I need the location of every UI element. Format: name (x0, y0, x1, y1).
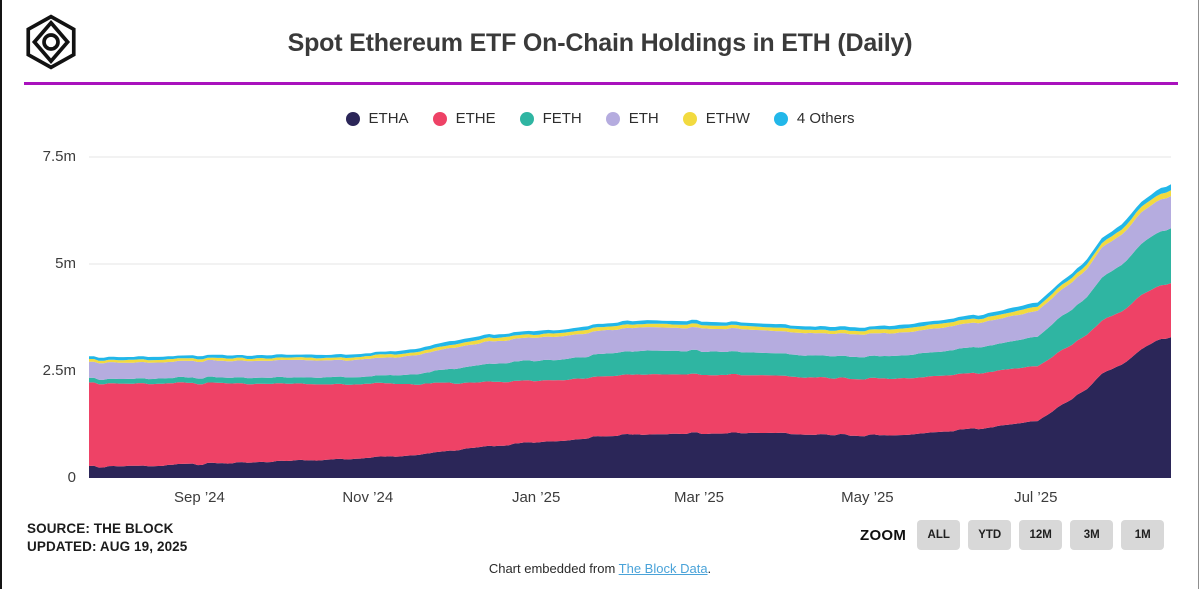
x-tick-label: Jul ’25 (1014, 489, 1058, 506)
y-tick-label: 5m (55, 255, 76, 272)
embed-link[interactable]: The Block Data (618, 561, 708, 576)
x-tick-label: Sep ’24 (173, 489, 225, 506)
updated-line: UPDATED: AUG 19, 2025 (27, 539, 188, 554)
y-tick-label: 0 (67, 469, 76, 486)
legend-item-eth[interactable]: ETH (605, 110, 659, 127)
embed-footer: Chart embedded from The Block Data. (2, 561, 1198, 576)
x-tick-label: Jan ’25 (511, 489, 561, 506)
chart-legend: ETHA ETHE FETH ETH ETHW 4 Others (2, 110, 1198, 127)
legend-swatch-icon (773, 111, 788, 126)
zoom-buttons: ALL YTD 12M 3M 1M (909, 520, 1165, 550)
legend-item-ethw[interactable]: ETHW (682, 110, 750, 127)
zoom-button-12m[interactable]: 12M (1019, 520, 1063, 550)
source-note: SOURCE: THE BLOCK UPDATED: AUG 19, 2025 (27, 520, 187, 556)
legend-item-etha[interactable]: ETHA (345, 110, 409, 127)
area-series-ethe[interactable] (89, 283, 1171, 468)
legend-item-feth[interactable]: FETH (519, 110, 582, 127)
legend-swatch-icon (682, 111, 697, 126)
zoom-button-1m[interactable]: 1M (1121, 520, 1165, 550)
area-series-etha[interactable] (89, 337, 1171, 478)
y-tick-label: 7.5m (42, 148, 76, 165)
legend-label: ETHA (368, 110, 409, 127)
legend-label: ETHW (705, 110, 750, 127)
chart-title: Spot Ethereum ETF On-Chain Holdings in E… (287, 29, 913, 57)
zoom-controls: ZOOM ALL YTD 12M 3M 1M (860, 520, 1165, 550)
zoom-label: ZOOM (860, 526, 907, 544)
zoom-button-all[interactable]: ALL (917, 520, 961, 550)
legend-swatch-icon (432, 111, 447, 126)
stacked-area-plot (89, 156, 1171, 478)
embed-prefix: Chart embedded from (488, 561, 619, 576)
area-series-eth[interactable] (89, 196, 1171, 380)
legend-label: 4 Others (796, 110, 855, 127)
zoom-button-3m[interactable]: 3M (1070, 520, 1114, 550)
header-divider (24, 82, 1178, 85)
legend-swatch-icon (345, 111, 360, 126)
y-tick-label: 2.5m (42, 362, 76, 379)
legend-swatch-icon (605, 111, 620, 126)
x-tick-label: Nov ’24 (342, 489, 394, 506)
legend-swatch-icon (519, 111, 534, 126)
the-block-logo-icon (26, 14, 76, 70)
source-line: SOURCE: THE BLOCK (27, 521, 174, 536)
legend-item-ethe[interactable]: ETHE (432, 110, 496, 127)
legend-label: ETH (628, 110, 659, 127)
x-tick-label: Mar ’25 (673, 489, 725, 506)
x-tick-label: May ’25 (841, 489, 894, 506)
legend-label: FETH (542, 110, 582, 127)
legend-label: ETHE (455, 110, 496, 127)
legend-item-4-others[interactable]: 4 Others (773, 110, 855, 127)
zoom-button-ytd[interactable]: YTD (968, 520, 1012, 550)
embed-suffix: . (707, 561, 712, 576)
area-series-feth[interactable] (89, 228, 1171, 385)
